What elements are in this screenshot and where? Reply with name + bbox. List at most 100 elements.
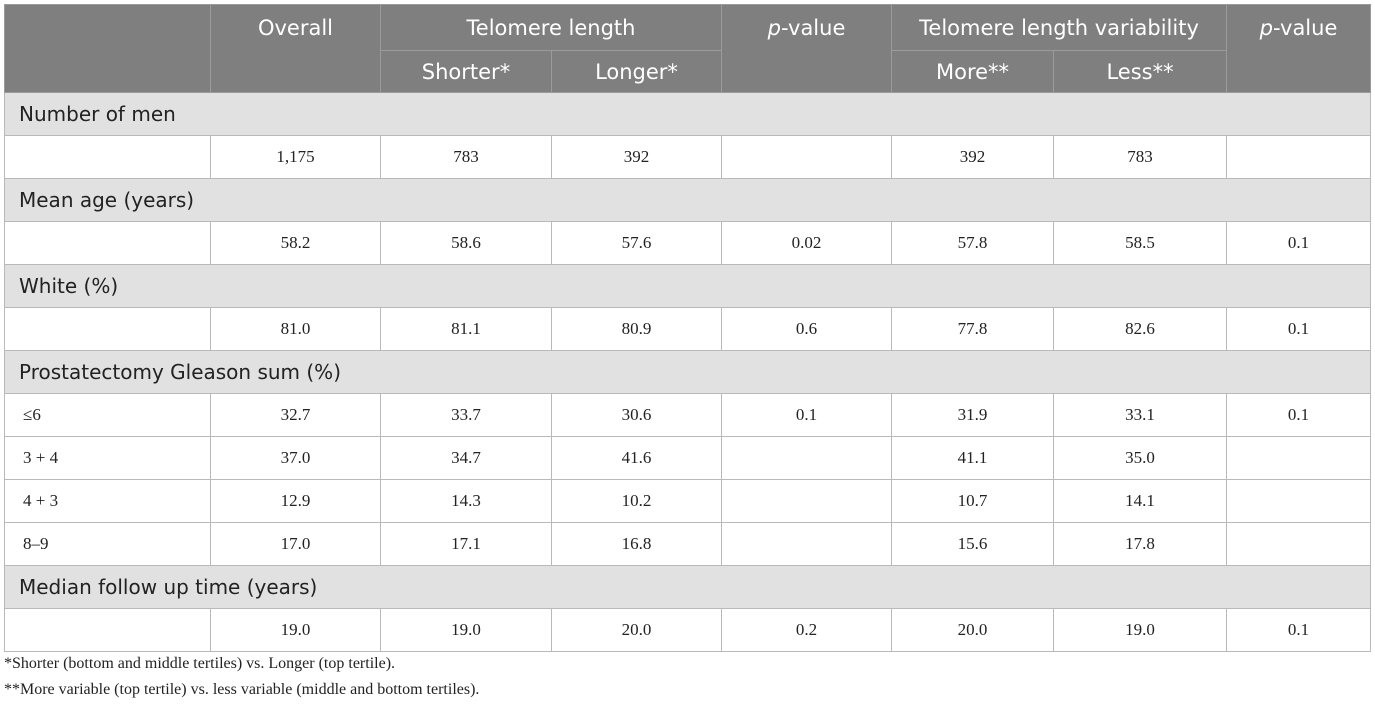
cell-less: 35.0 bbox=[1053, 436, 1228, 480]
row-label: ≤6 bbox=[4, 393, 211, 437]
telomere-table: Overall Telomere length p-value Telomere… bbox=[3, 4, 1372, 652]
footnote-more-less: **More variable (top tertile) vs. less v… bbox=[4, 681, 480, 698]
footnote-shorter-longer: *Shorter (bottom and middle tertiles) vs… bbox=[4, 655, 396, 672]
cell-less: 783 bbox=[1053, 135, 1228, 179]
cell-overall: 37.0 bbox=[210, 436, 381, 480]
cell-p-value-2 bbox=[1226, 436, 1372, 480]
table-row: 4 + 3 12.9 14.3 10.2 10.7 14.1 bbox=[4, 479, 1372, 523]
header-less: Less** bbox=[1053, 50, 1228, 93]
cell-longer: 20.0 bbox=[550, 608, 723, 652]
header-telomere-length: Telomere length bbox=[379, 4, 723, 51]
cell-less: 19.0 bbox=[1053, 608, 1228, 652]
cell-p-value-1 bbox=[721, 522, 893, 566]
cell-less: 17.8 bbox=[1053, 522, 1228, 566]
cell-p-value-1: 0.02 bbox=[721, 221, 893, 265]
cell-longer: 16.8 bbox=[550, 522, 723, 566]
header-longer: Longer* bbox=[550, 50, 723, 93]
cell-shorter: 783 bbox=[380, 135, 552, 179]
cell-shorter: 33.7 bbox=[380, 393, 552, 437]
header-telomere-variability: Telomere length variability bbox=[891, 4, 1228, 51]
cell-overall: 32.7 bbox=[210, 393, 381, 437]
cell-p-value-2 bbox=[1226, 522, 1372, 566]
cell-p-value-2: 0.1 bbox=[1226, 307, 1372, 351]
cell-more: 77.8 bbox=[891, 307, 1055, 351]
cell-shorter: 14.3 bbox=[380, 479, 552, 523]
cell-more: 392 bbox=[891, 135, 1055, 179]
category-label: White (%) bbox=[3, 264, 1372, 308]
header-shorter: Shorter* bbox=[380, 50, 552, 93]
cell-p-value-1: 0.6 bbox=[721, 307, 893, 351]
cell-p-value-2: 0.1 bbox=[1226, 221, 1372, 265]
cell-more: 41.1 bbox=[891, 436, 1055, 480]
cell-p-value-2: 0.1 bbox=[1226, 608, 1372, 652]
cell-longer: 392 bbox=[550, 135, 723, 179]
cell-p-value-2: 0.1 bbox=[1226, 393, 1372, 437]
cell-longer: 57.6 bbox=[550, 221, 723, 265]
category-row-age: Mean age (years) bbox=[3, 178, 1372, 222]
cell-more: 15.6 bbox=[891, 522, 1055, 566]
category-row-white: White (%) bbox=[3, 264, 1372, 308]
table-row: 19.0 19.0 20.0 0.2 20.0 19.0 0.1 bbox=[4, 608, 1372, 652]
cell-more: 10.7 bbox=[891, 479, 1055, 523]
cell-p-value-1 bbox=[721, 135, 893, 179]
cell-less: 58.5 bbox=[1053, 221, 1228, 265]
cell-shorter: 17.1 bbox=[380, 522, 552, 566]
cell-overall: 1,175 bbox=[210, 135, 381, 179]
category-label: Mean age (years) bbox=[3, 178, 1372, 222]
cell-less: 14.1 bbox=[1053, 479, 1228, 523]
table-row: ≤6 32.7 33.7 30.6 0.1 31.9 33.1 0.1 bbox=[4, 393, 1372, 437]
category-label: Median follow up time (years) bbox=[3, 565, 1372, 609]
category-label: Prostatectomy Gleason sum (%) bbox=[3, 350, 1372, 394]
row-label bbox=[4, 608, 211, 652]
p-value-suffix-2: -value bbox=[1273, 16, 1338, 40]
cell-less: 82.6 bbox=[1053, 307, 1228, 351]
header-more: More** bbox=[891, 50, 1055, 93]
cell-shorter: 58.6 bbox=[380, 221, 552, 265]
table-row: 8–9 17.0 17.1 16.8 15.6 17.8 bbox=[4, 522, 1372, 566]
cell-p-value-2 bbox=[1226, 479, 1372, 523]
row-label: 8–9 bbox=[4, 522, 211, 566]
row-label bbox=[4, 135, 211, 179]
header-p-value-2: p-value bbox=[1226, 4, 1372, 93]
data-table-container: Overall Telomere length p-value Telomere… bbox=[3, 4, 1372, 652]
table-header: Overall Telomere length p-value Telomere… bbox=[4, 4, 1372, 93]
header-p-value-1: p-value bbox=[721, 4, 893, 93]
cell-less: 33.1 bbox=[1053, 393, 1228, 437]
cell-longer: 30.6 bbox=[550, 393, 723, 437]
cell-overall: 19.0 bbox=[210, 608, 381, 652]
category-row-gleason: Prostatectomy Gleason sum (%) bbox=[3, 350, 1372, 394]
cell-longer: 10.2 bbox=[550, 479, 723, 523]
table-body: Number of men 1,175 783 392 392 783 Mean… bbox=[3, 92, 1372, 652]
cell-p-value-2 bbox=[1226, 135, 1372, 179]
cell-overall: 17.0 bbox=[210, 522, 381, 566]
cell-longer: 80.9 bbox=[550, 307, 723, 351]
cell-overall: 12.9 bbox=[210, 479, 381, 523]
cell-more: 20.0 bbox=[891, 608, 1055, 652]
row-label: 3 + 4 bbox=[4, 436, 211, 480]
table-row: 1,175 783 392 392 783 bbox=[4, 135, 1372, 179]
category-row-men: Number of men bbox=[3, 92, 1372, 136]
cell-p-value-1 bbox=[721, 436, 893, 480]
category-label: Number of men bbox=[3, 92, 1372, 136]
cell-p-value-1 bbox=[721, 479, 893, 523]
row-label: 4 + 3 bbox=[4, 479, 211, 523]
header-overall: Overall bbox=[210, 4, 381, 93]
table-row: 81.0 81.1 80.9 0.6 77.8 82.6 0.1 bbox=[4, 307, 1372, 351]
cell-shorter: 19.0 bbox=[380, 608, 552, 652]
cell-shorter: 34.7 bbox=[380, 436, 552, 480]
cell-overall: 81.0 bbox=[210, 307, 381, 351]
table-row: 3 + 4 37.0 34.7 41.6 41.1 35.0 bbox=[4, 436, 1372, 480]
cell-p-value-1: 0.2 bbox=[721, 608, 893, 652]
row-label bbox=[4, 307, 211, 351]
category-row-followup: Median follow up time (years) bbox=[3, 565, 1372, 609]
p-value-suffix-1: -value bbox=[781, 16, 846, 40]
cell-more: 57.8 bbox=[891, 221, 1055, 265]
row-label bbox=[4, 221, 211, 265]
cell-overall: 58.2 bbox=[210, 221, 381, 265]
table-row: 58.2 58.6 57.6 0.02 57.8 58.5 0.1 bbox=[4, 221, 1372, 265]
header-empty-cell bbox=[4, 4, 211, 93]
cell-p-value-1: 0.1 bbox=[721, 393, 893, 437]
cell-shorter: 81.1 bbox=[380, 307, 552, 351]
cell-more: 31.9 bbox=[891, 393, 1055, 437]
cell-longer: 41.6 bbox=[550, 436, 723, 480]
